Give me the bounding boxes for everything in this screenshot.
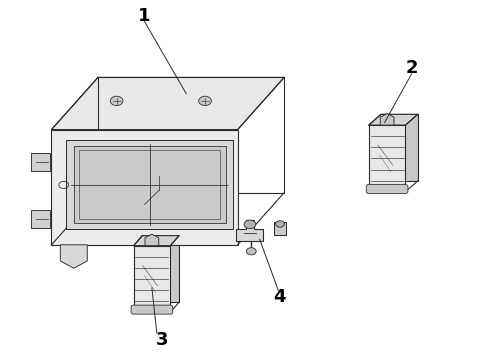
Polygon shape bbox=[66, 140, 233, 229]
Polygon shape bbox=[133, 235, 179, 246]
FancyBboxPatch shape bbox=[367, 184, 408, 194]
FancyBboxPatch shape bbox=[131, 305, 173, 314]
Polygon shape bbox=[369, 125, 406, 192]
Circle shape bbox=[198, 96, 211, 105]
Polygon shape bbox=[145, 234, 159, 246]
Polygon shape bbox=[51, 77, 284, 130]
Polygon shape bbox=[369, 114, 417, 125]
Polygon shape bbox=[31, 211, 50, 229]
Polygon shape bbox=[381, 114, 417, 181]
Circle shape bbox=[246, 248, 256, 255]
Text: 4: 4 bbox=[273, 288, 286, 306]
Polygon shape bbox=[60, 245, 87, 268]
Polygon shape bbox=[51, 130, 238, 245]
Polygon shape bbox=[143, 235, 179, 302]
Circle shape bbox=[275, 221, 284, 227]
Polygon shape bbox=[133, 246, 171, 312]
Text: 3: 3 bbox=[155, 331, 168, 349]
Polygon shape bbox=[236, 220, 264, 241]
Polygon shape bbox=[380, 113, 394, 125]
Text: 2: 2 bbox=[405, 59, 418, 77]
Polygon shape bbox=[74, 146, 226, 223]
Circle shape bbox=[244, 220, 256, 229]
Polygon shape bbox=[31, 153, 50, 171]
Polygon shape bbox=[274, 222, 286, 235]
Circle shape bbox=[110, 96, 123, 105]
Text: 1: 1 bbox=[138, 7, 151, 25]
